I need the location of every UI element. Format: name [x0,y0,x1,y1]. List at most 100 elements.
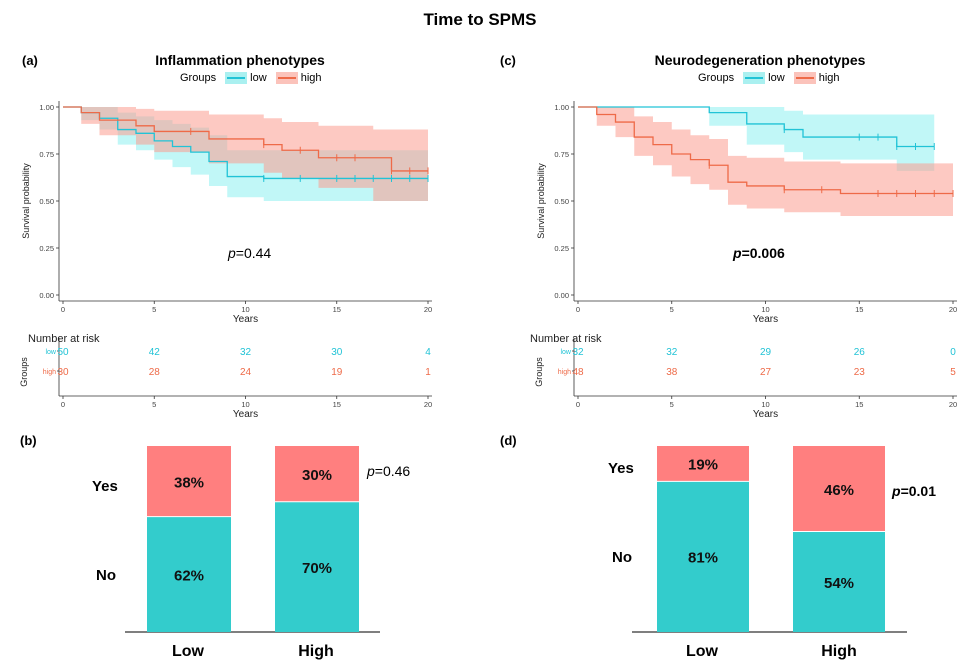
risk-value-high-c: 27 [760,367,772,378]
x-tick-label-a: 5 [152,305,156,314]
risk-y-axis-title-a: Groups [19,357,29,387]
x-tick-label-a: 10 [241,305,249,314]
legend-title-c: Groups [698,72,735,85]
risk-value-low-c: 32 [572,347,584,358]
legend-label-high-a: high [300,72,322,85]
risk-value-high-a: 28 [149,367,161,378]
legend-swatch-low-a [225,72,248,85]
y-tick-label-c: 0.50 [554,197,569,206]
risk-row-label-low-a: low [45,349,56,356]
x-tick-label-a: 20 [424,305,432,314]
pvalue-text-c: =0.006 [741,245,785,261]
pvalue-d: p=0.01 [892,483,936,499]
bar-chart-d: 19% 81% 46% 54% [632,446,907,633]
x-tick-label-c: 0 [576,305,580,314]
legend-label-high-c: high [818,72,840,85]
figure-title: Time to SPMS [423,10,537,29]
risk-value-low-a: 32 [240,347,252,358]
km-plot-c: 0.00 0.25 0.50 0.75 1.00 0 5 10 15 20 Years Surviva… [534,101,957,420]
risk-row-label-high-c: high [558,369,571,376]
risk-value-low-a: 4 [425,347,431,358]
risk-x-tick-label-c: 10 [761,400,769,409]
pvalue-prefix-b: p [367,463,375,479]
risk-value-high-a: 30 [57,367,69,378]
risk-x-tick-label-c: 0 [576,400,580,409]
pvalue-prefix-c: p [733,245,742,261]
bar-label-no-b: No [96,567,116,584]
y-tick-label-a: 0.75 [39,150,54,159]
risk-x-tick-label-a: 15 [333,400,341,409]
risk-value-high-a: 24 [240,367,252,378]
risk-x-tick-label-a: 5 [152,400,156,409]
y-tick-label-a: 1.00 [39,103,54,112]
x-tick-label-c: 20 [949,305,957,314]
km-title-a: Inflammation phenotypes [155,52,325,68]
legend-title-a: Groups [180,72,217,85]
legend-label-low-a: low [250,72,267,85]
pvalue-prefix-d: p [892,483,901,499]
y-tick-label-c: 0.75 [554,150,569,159]
legend-c: Groups low high [698,72,840,85]
bar-value-label-yes-high-b: 30% [302,467,332,484]
panel-letter-c: (c) [500,53,516,68]
x-tick-label-c: 10 [761,305,769,314]
bar-segment-yes-high-d [793,446,885,532]
risk-x-tick-label-c: 15 [855,400,863,409]
bar-label-yes-b: Yes [92,478,118,495]
risk-value-low-c: 32 [666,347,678,358]
risk-value-high-c: 5 [950,367,956,378]
risk-value-low-a: 42 [149,347,161,358]
risk-title-c: Number at risk [530,333,602,345]
risk-value-low-a: 50 [57,347,69,358]
y-tick-label-c: 0.00 [554,291,569,300]
risk-title-a: Number at risk [28,333,100,345]
x-axis-title-c: Years [753,314,778,325]
bar-chart-b: 38% 62% 30% 70% [125,446,380,633]
y-axis-title-a: Survival probability [21,163,31,239]
bar-value-label-no-high-b: 70% [302,560,332,577]
km-plot-a: 0.00 0.25 0.50 0.75 1.00 0 5 10 15 20 Years Surviva… [19,101,432,420]
bar-value-label-yes-low-d: 19% [688,457,718,474]
km-curve-high-a [63,106,428,172]
y-tick-label-a: 0.50 [39,197,54,206]
xcat-low-b: Low [172,643,204,660]
x-tick-label-c: 15 [855,305,863,314]
bar-value-label-yes-low-b: 38% [174,474,204,491]
risk-x-tick-label-a: 10 [241,400,249,409]
legend-swatch-low-c [743,72,766,85]
risk-x-tick-label-a: 20 [424,400,432,409]
risk-value-high-c: 38 [666,367,678,378]
risk-value-high-a: 19 [331,367,343,378]
y-tick-label-a: 0.25 [39,244,54,253]
risk-value-low-c: 26 [854,347,866,358]
pvalue-text-d: =0.01 [900,483,936,499]
bar-segment-yes-high-b [275,446,359,502]
bar-label-yes-d: Yes [608,460,634,477]
legend-a: Groups low high [180,72,322,85]
bar-segment-no-high-b [275,501,359,632]
legend-swatch-high-a [275,72,298,85]
y-tick-label-c: 0.25 [554,244,569,253]
risk-value-high-c: 23 [854,367,866,378]
legend-swatch-high-c [793,72,816,85]
pvalue-text-b: =0.46 [374,463,411,479]
panel-letter-a: (a) [22,53,38,68]
panel-letter-b: (b) [20,433,37,448]
risk-x-axis-title-c: Years [753,409,778,420]
bar-segment-no-low-d [657,481,749,632]
xcat-high-b: High [298,643,334,660]
risk-value-low-c: 29 [760,347,772,358]
stacked-bar-charts: 38% 62% 30% 70% 19% 81% 46% 54% [125,446,907,633]
pvalue-b: p=0.46 [367,463,410,479]
x-axis-title-a: Years [233,314,258,325]
risk-x-tick-label-a: 0 [61,400,65,409]
risk-x-tick-label-c: 5 [670,400,674,409]
y-tick-label-a: 0.00 [39,291,54,300]
ci-band-high-c [578,107,953,218]
risk-value-high-c: 48 [572,367,584,378]
pvalue-a: p=0.44 [228,245,271,261]
x-tick-label-a: 15 [333,305,341,314]
bar-segment-yes-low-b [147,446,231,517]
bar-value-label-no-low-d: 81% [688,550,718,567]
risk-x-tick-label-c: 20 [949,400,957,409]
